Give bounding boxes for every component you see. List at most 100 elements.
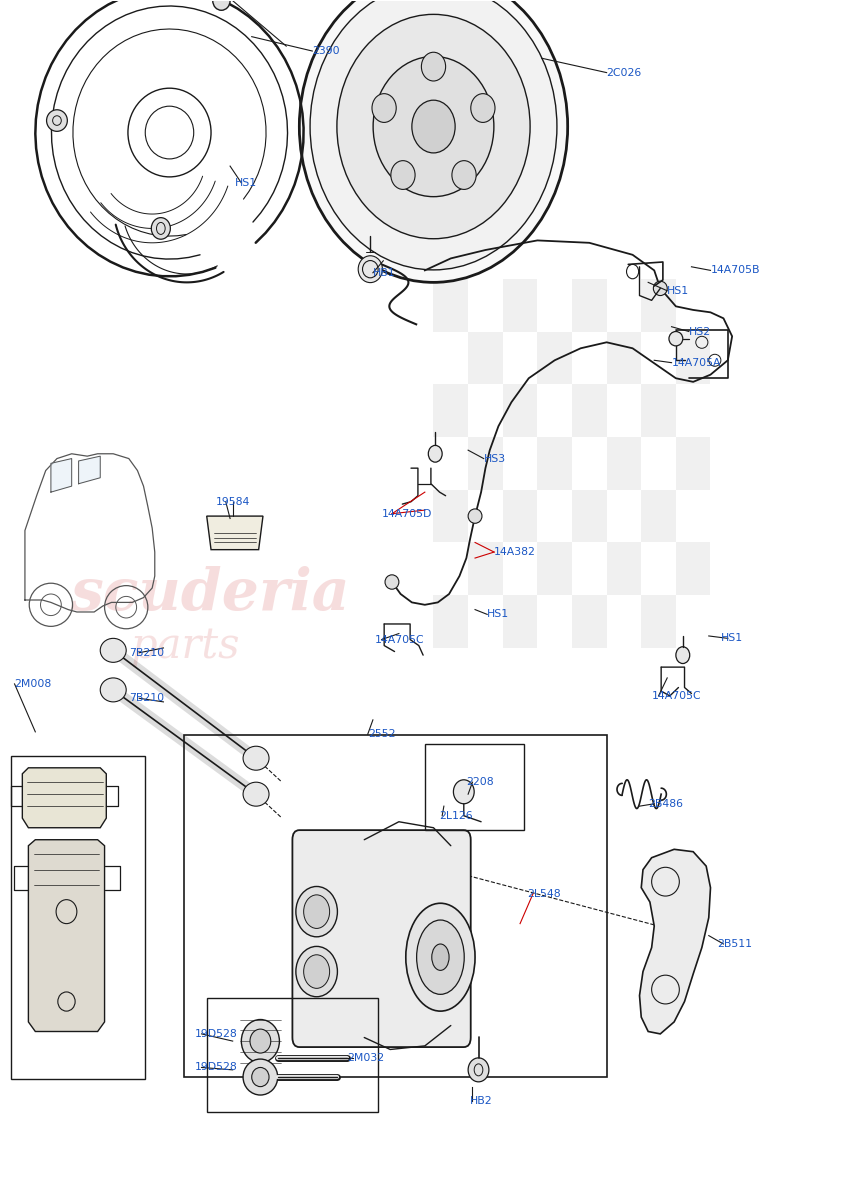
Text: HB2: HB2 — [470, 1096, 492, 1106]
Bar — [607, 437, 642, 490]
Polygon shape — [79, 456, 101, 484]
Ellipse shape — [417, 920, 464, 995]
Ellipse shape — [47, 109, 68, 131]
Ellipse shape — [432, 944, 449, 971]
Text: 2L126: 2L126 — [439, 811, 473, 821]
Text: 19D528: 19D528 — [194, 1062, 238, 1073]
Text: HS1: HS1 — [487, 610, 509, 619]
Text: 14A705A: 14A705A — [672, 358, 721, 367]
Ellipse shape — [243, 746, 269, 770]
Bar — [206, 998, 378, 1112]
Text: 2390: 2390 — [312, 46, 340, 56]
Bar — [468, 331, 503, 384]
Text: HS1: HS1 — [234, 178, 257, 188]
Ellipse shape — [468, 1058, 489, 1082]
Ellipse shape — [337, 14, 530, 239]
Text: 14A705D: 14A705D — [381, 509, 432, 518]
Bar — [184, 736, 607, 1078]
Bar — [538, 542, 572, 595]
Ellipse shape — [406, 904, 475, 1012]
Text: 14A705C: 14A705C — [375, 635, 424, 644]
Text: HS2: HS2 — [689, 326, 711, 336]
Text: HS3: HS3 — [484, 454, 505, 463]
Ellipse shape — [250, 1030, 271, 1054]
Ellipse shape — [212, 0, 230, 11]
Ellipse shape — [428, 445, 442, 462]
Ellipse shape — [468, 509, 482, 523]
FancyBboxPatch shape — [292, 830, 471, 1048]
Bar — [642, 278, 676, 331]
Text: scuderia: scuderia — [70, 565, 349, 623]
Text: 14A705C: 14A705C — [652, 691, 701, 701]
Text: parts: parts — [131, 624, 240, 666]
Text: 2C026: 2C026 — [607, 67, 642, 78]
Bar — [642, 384, 676, 437]
Ellipse shape — [452, 161, 476, 190]
Bar — [607, 331, 642, 384]
Bar — [538, 331, 572, 384]
Text: 2L548: 2L548 — [527, 889, 561, 899]
Bar — [425, 744, 525, 830]
Bar — [572, 384, 607, 437]
Bar — [676, 437, 710, 490]
Bar — [434, 595, 468, 648]
Ellipse shape — [310, 0, 557, 270]
Bar — [503, 595, 538, 648]
Bar — [642, 490, 676, 542]
Ellipse shape — [243, 1060, 277, 1096]
Bar — [468, 542, 503, 595]
Bar — [434, 490, 468, 542]
Ellipse shape — [101, 678, 127, 702]
Bar — [434, 384, 468, 437]
Ellipse shape — [303, 955, 329, 989]
Ellipse shape — [299, 0, 568, 282]
Ellipse shape — [654, 281, 668, 295]
Bar — [676, 331, 710, 384]
Polygon shape — [23, 768, 107, 828]
Bar — [434, 278, 468, 331]
Ellipse shape — [152, 217, 170, 239]
Ellipse shape — [303, 895, 329, 929]
Ellipse shape — [453, 780, 474, 804]
Ellipse shape — [101, 638, 127, 662]
Polygon shape — [206, 516, 263, 550]
Bar — [607, 542, 642, 595]
Text: 2M032: 2M032 — [347, 1052, 384, 1063]
Bar — [538, 437, 572, 490]
Ellipse shape — [296, 947, 337, 997]
Bar — [572, 595, 607, 648]
Text: 19D528: 19D528 — [194, 1028, 238, 1039]
Polygon shape — [51, 458, 72, 492]
Bar — [503, 384, 538, 437]
Text: 2B511: 2B511 — [717, 940, 753, 949]
Ellipse shape — [391, 161, 415, 190]
Text: 2208: 2208 — [466, 778, 494, 787]
Ellipse shape — [372, 94, 396, 122]
Ellipse shape — [421, 53, 446, 82]
Bar — [676, 542, 710, 595]
Bar — [503, 278, 538, 331]
Ellipse shape — [362, 260, 378, 278]
Ellipse shape — [358, 256, 382, 283]
Bar — [503, 490, 538, 542]
Text: 2552: 2552 — [368, 730, 395, 739]
Bar — [572, 490, 607, 542]
Bar — [572, 278, 607, 331]
Polygon shape — [640, 850, 710, 1034]
Text: HS1: HS1 — [668, 286, 689, 295]
Bar — [468, 437, 503, 490]
Text: 2B486: 2B486 — [649, 799, 683, 809]
Ellipse shape — [296, 887, 337, 937]
Bar — [11, 756, 146, 1080]
Ellipse shape — [676, 647, 690, 664]
Text: 19584: 19584 — [215, 497, 250, 506]
Text: HB1: HB1 — [373, 268, 395, 277]
Ellipse shape — [241, 1020, 279, 1063]
Ellipse shape — [251, 1068, 269, 1087]
Text: 7B210: 7B210 — [129, 648, 164, 658]
Text: 7B210: 7B210 — [129, 694, 164, 703]
Ellipse shape — [471, 94, 495, 122]
Bar — [642, 595, 676, 648]
Ellipse shape — [385, 575, 399, 589]
Ellipse shape — [669, 331, 683, 346]
